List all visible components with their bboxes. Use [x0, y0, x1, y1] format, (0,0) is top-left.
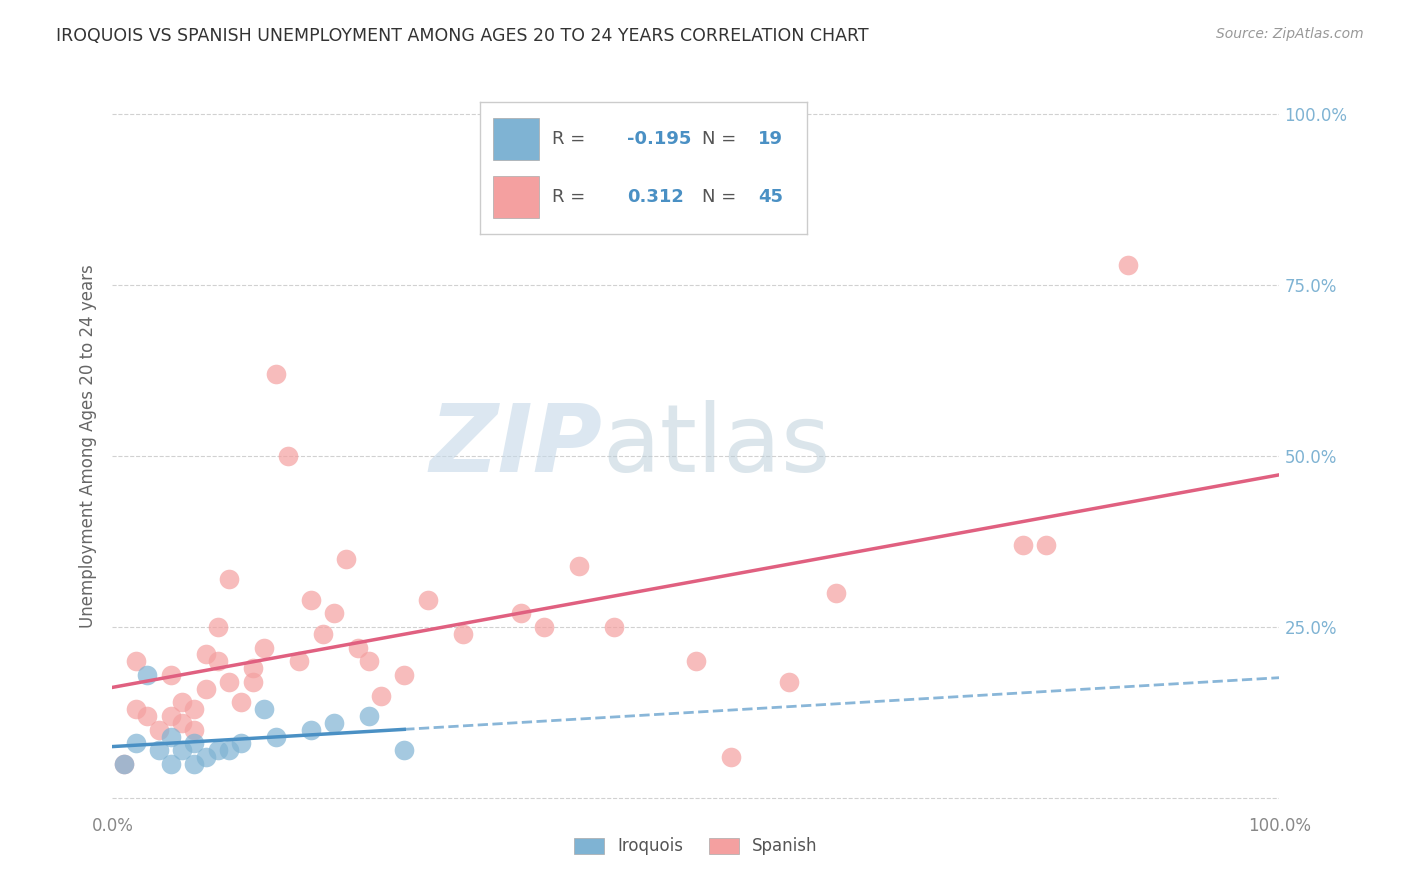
Point — [160, 756, 183, 771]
Point — [394, 743, 416, 757]
Point — [207, 620, 229, 634]
Point — [603, 620, 626, 634]
Point — [194, 648, 217, 662]
Point — [183, 723, 205, 737]
Point — [346, 640, 368, 655]
Text: atlas: atlas — [603, 400, 831, 492]
Point — [359, 709, 381, 723]
Point — [451, 627, 474, 641]
Point — [288, 654, 311, 668]
Point — [183, 702, 205, 716]
Point — [172, 743, 194, 757]
Y-axis label: Unemployment Among Ages 20 to 24 years: Unemployment Among Ages 20 to 24 years — [79, 264, 97, 628]
Point — [264, 730, 287, 744]
Point — [207, 743, 229, 757]
Point — [311, 627, 333, 641]
Point — [253, 640, 276, 655]
Point — [218, 572, 240, 586]
Point — [253, 702, 276, 716]
Point — [533, 620, 555, 634]
Point — [148, 723, 170, 737]
Point — [416, 592, 439, 607]
Point — [194, 681, 217, 696]
Point — [112, 756, 135, 771]
Point — [218, 743, 240, 757]
Point — [1116, 258, 1139, 272]
Point — [125, 736, 148, 750]
Point — [509, 607, 531, 621]
Point — [125, 702, 148, 716]
Point — [323, 607, 346, 621]
Point — [323, 715, 346, 730]
Point — [136, 668, 159, 682]
Text: Source: ZipAtlas.com: Source: ZipAtlas.com — [1216, 27, 1364, 41]
Point — [229, 736, 252, 750]
Point — [160, 709, 183, 723]
Point — [136, 709, 159, 723]
Point — [299, 723, 322, 737]
Legend: Iroquois, Spanish: Iroquois, Spanish — [568, 830, 824, 862]
Point — [568, 558, 591, 573]
Point — [112, 756, 135, 771]
Point — [183, 756, 205, 771]
Point — [370, 689, 392, 703]
Point — [242, 661, 264, 675]
Point — [218, 674, 240, 689]
Text: ZIP: ZIP — [430, 400, 603, 492]
Point — [183, 736, 205, 750]
Point — [148, 743, 170, 757]
Point — [276, 449, 298, 463]
Point — [778, 674, 800, 689]
Point — [1011, 538, 1033, 552]
Point — [242, 674, 264, 689]
Point — [160, 730, 183, 744]
Point — [394, 668, 416, 682]
Point — [1035, 538, 1057, 552]
Point — [685, 654, 707, 668]
Point — [172, 715, 194, 730]
Point — [264, 368, 287, 382]
Point — [720, 750, 742, 764]
Point — [207, 654, 229, 668]
Point — [359, 654, 381, 668]
Point — [229, 695, 252, 709]
Point — [172, 695, 194, 709]
Point — [125, 654, 148, 668]
Text: IROQUOIS VS SPANISH UNEMPLOYMENT AMONG AGES 20 TO 24 YEARS CORRELATION CHART: IROQUOIS VS SPANISH UNEMPLOYMENT AMONG A… — [56, 27, 869, 45]
Point — [335, 551, 357, 566]
Point — [299, 592, 322, 607]
Point — [160, 668, 183, 682]
Point — [825, 586, 848, 600]
Point — [194, 750, 217, 764]
